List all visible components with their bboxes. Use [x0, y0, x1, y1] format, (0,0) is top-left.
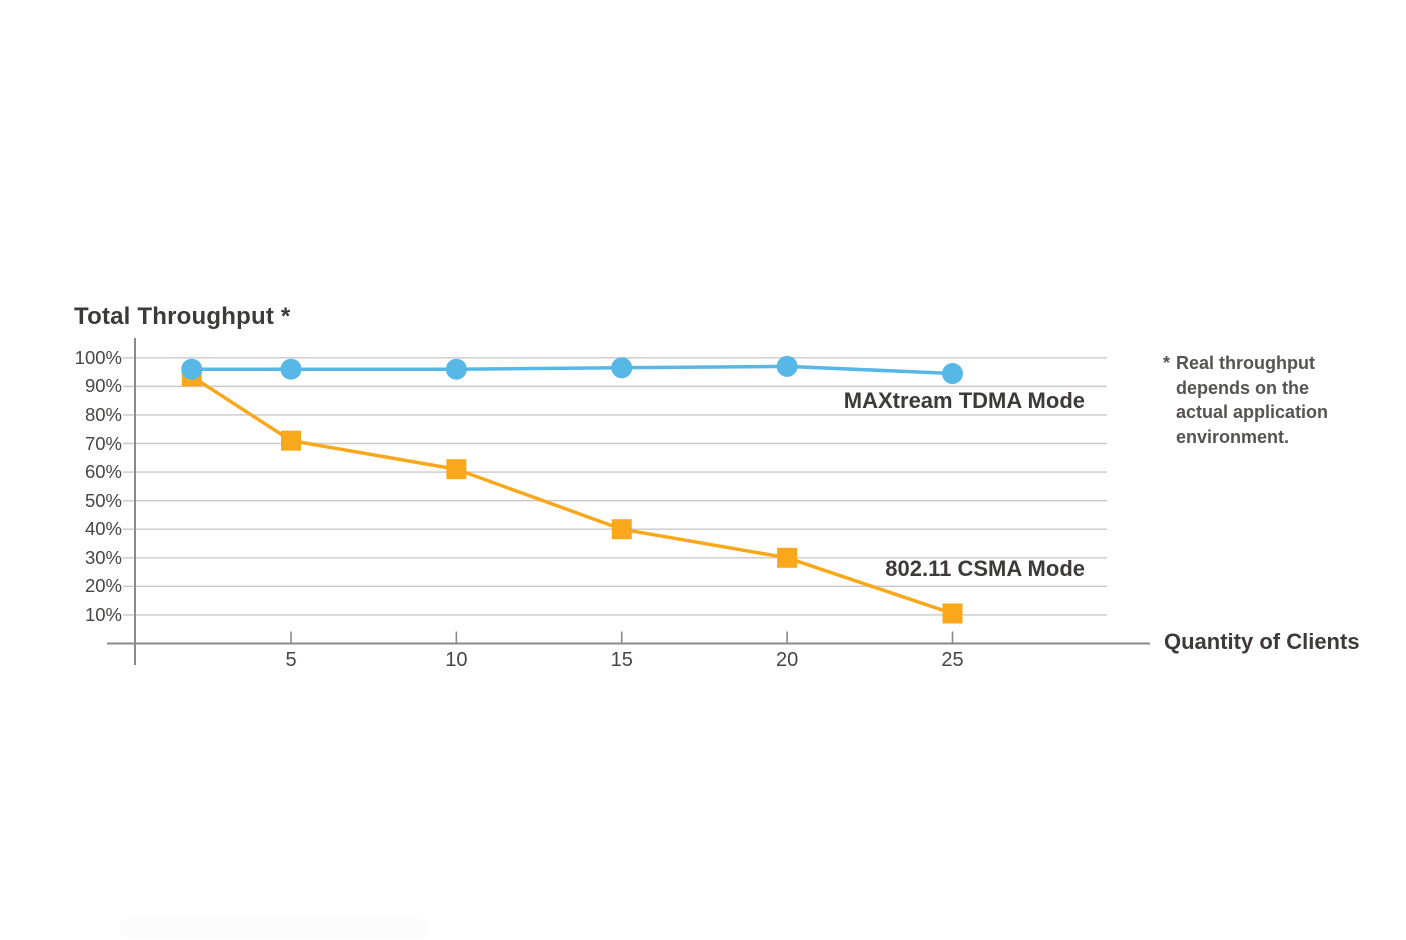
- page-edge-shadow: [120, 918, 430, 938]
- data-point-square: [281, 430, 301, 451]
- x-tick-label: 25: [941, 649, 964, 671]
- y-axis-tick-labels: 10% 20% 30% 40% 50% 60% 70% 80% 90% 100%: [0, 0, 122, 940]
- y-tick-label: 50%: [84, 489, 122, 511]
- chart-title: Total Throughput *: [74, 303, 291, 330]
- y-tick-label: 70%: [84, 432, 122, 454]
- y-tick-label: 90%: [84, 375, 122, 397]
- data-point-square: [611, 519, 632, 540]
- series-label-80211-csma: 802.11 CSMA Mode: [885, 556, 1085, 581]
- data-point-circle: [942, 363, 963, 385]
- data-point-square: [446, 459, 467, 480]
- x-axis-title: Quantity of Clients: [1164, 629, 1360, 654]
- footnote: * Real throughput depends on the actual …: [1163, 351, 1373, 449]
- data-point-circle: [181, 358, 203, 380]
- y-tick-label: 20%: [84, 575, 122, 597]
- data-point-circle: [776, 355, 798, 377]
- footnote-asterisk: *: [1163, 353, 1171, 373]
- y-tick-label: 100%: [74, 346, 122, 368]
- series-line: [190, 374, 954, 616]
- y-tick-label: 60%: [84, 461, 122, 483]
- footnote-text: Real throughput depends on the actual ap…: [1176, 353, 1329, 447]
- y-tick-label: 40%: [84, 518, 122, 540]
- x-axis-tick-labels: 5 10 15 20 25: [0, 649, 1406, 679]
- y-tick-label: 80%: [84, 403, 122, 425]
- data-point-square: [777, 547, 798, 568]
- data-point-circle: [445, 358, 467, 380]
- y-tick-label: 30%: [84, 546, 122, 568]
- x-tick-label: 15: [610, 649, 633, 671]
- series-label-maxtream-tdma: MAXtream TDMA Mode: [843, 388, 1085, 413]
- series-line: [191, 364, 953, 376]
- x-tick-label: 20: [776, 649, 799, 671]
- data-point-square: [942, 603, 963, 624]
- x-tick-label: 10: [445, 649, 468, 671]
- data-point-circle: [280, 358, 302, 380]
- data-point-circle: [611, 357, 633, 379]
- y-tick-label: 10%: [84, 603, 122, 625]
- x-tick-label: 5: [285, 649, 297, 671]
